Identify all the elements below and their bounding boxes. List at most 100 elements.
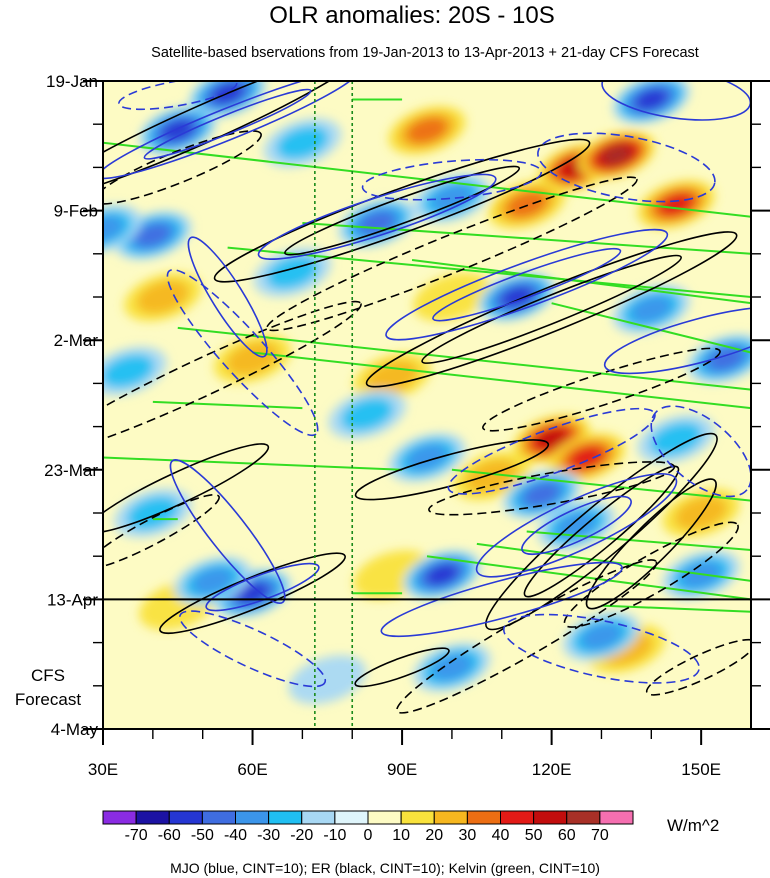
x-tick-label: 90E bbox=[387, 760, 417, 779]
contour-legend: MJO (blue, CINT=10); ER (black, CINT=10)… bbox=[170, 860, 600, 876]
anomaly-blob bbox=[630, 296, 672, 323]
mjo-contours bbox=[103, 81, 751, 688]
er-contour bbox=[585, 478, 717, 610]
er-contour bbox=[354, 439, 550, 501]
colorbar-swatch bbox=[533, 810, 568, 825]
y-tick-label: 13-Apr bbox=[47, 590, 98, 609]
mjo-contour bbox=[380, 561, 624, 638]
colorbar-swatch bbox=[400, 810, 435, 825]
colorbar-swatch bbox=[500, 810, 535, 825]
er-contour bbox=[103, 493, 220, 570]
er-contour bbox=[213, 138, 591, 283]
forecast-label-line-2: Forecast bbox=[15, 690, 81, 709]
anomaly-blob bbox=[524, 483, 559, 506]
y-tick-label: 19-Jan bbox=[46, 72, 98, 91]
colorbar-swatch bbox=[466, 810, 502, 825]
anomaly-blob bbox=[341, 397, 394, 431]
anomaly-blob bbox=[237, 583, 268, 604]
colorbar-label: -40 bbox=[224, 827, 247, 844]
anomaly-blob bbox=[506, 191, 548, 218]
kelvin-contour bbox=[252, 351, 751, 410]
kelvin-contour bbox=[551, 302, 751, 354]
er-contour bbox=[428, 461, 676, 516]
anomaly-blob bbox=[556, 512, 597, 539]
er-contour bbox=[523, 465, 680, 598]
colorbar-label: 60 bbox=[558, 827, 576, 844]
mjo-contour bbox=[502, 613, 700, 684]
forecast-label-line-1: CFS bbox=[31, 666, 65, 685]
anomaly-blob bbox=[536, 429, 567, 449]
colorbar-label: 70 bbox=[591, 827, 609, 844]
er-contour bbox=[421, 254, 682, 364]
mjo-contour bbox=[178, 610, 327, 688]
mjo-contour bbox=[361, 158, 543, 201]
colorbar-swatch bbox=[566, 810, 601, 825]
er-contour bbox=[482, 347, 721, 432]
mjo-contour bbox=[169, 459, 286, 604]
colorbar-label: -30 bbox=[257, 827, 280, 844]
y-tick-label: 9-Feb bbox=[54, 202, 98, 221]
er-contour bbox=[159, 552, 346, 635]
colorbar-label: 40 bbox=[492, 827, 510, 844]
anomaly-blob bbox=[276, 126, 329, 160]
anomaly-blob bbox=[501, 287, 532, 307]
colorbar-label: -60 bbox=[158, 827, 181, 844]
colorbar-label: -70 bbox=[125, 827, 148, 844]
colorbar-label: 50 bbox=[525, 827, 543, 844]
kelvin-contour bbox=[451, 468, 751, 502]
mjo-contour bbox=[166, 268, 319, 437]
er-contour bbox=[354, 647, 450, 688]
mjo-contour bbox=[257, 173, 497, 260]
colorbar-swatch bbox=[102, 810, 137, 825]
y-tick-label: 23-Mar bbox=[44, 461, 98, 480]
kelvin-contour bbox=[426, 555, 751, 601]
plot-frame bbox=[102, 80, 752, 730]
anomaly-blob bbox=[581, 623, 622, 650]
mjo-contour bbox=[143, 88, 312, 160]
mjo-contour bbox=[432, 247, 622, 322]
anomaly-blob bbox=[602, 145, 631, 165]
er-contour bbox=[563, 521, 739, 628]
kelvin-contour bbox=[177, 326, 751, 391]
mjo-contour bbox=[385, 228, 669, 341]
kelvin-contour bbox=[526, 530, 751, 552]
y-tick-label: 2-Mar bbox=[54, 331, 99, 350]
anomaly-blob bbox=[406, 117, 448, 144]
colorbar-swatch bbox=[599, 810, 634, 825]
er-contour bbox=[645, 638, 751, 696]
colorbar-label: -50 bbox=[191, 827, 214, 844]
colorbar-swatch bbox=[433, 810, 468, 825]
anomaly-blob bbox=[650, 422, 703, 456]
chart-subtitle: Satellite-based bservations from 19-Jan-… bbox=[151, 45, 699, 61]
anomaly-blob bbox=[569, 446, 604, 469]
mjo-contour bbox=[521, 495, 632, 556]
colorbar-unit: W/m^2 bbox=[667, 816, 719, 835]
y-tick-label: 4-May bbox=[51, 720, 99, 739]
chart-title: OLR anomalies: 20S - 10S bbox=[269, 2, 554, 29]
er-contour bbox=[365, 231, 738, 388]
kelvin-contour bbox=[302, 221, 751, 255]
colorbar-swatch bbox=[301, 810, 336, 825]
colorbar-swatch bbox=[201, 810, 237, 825]
mjo-contour bbox=[537, 132, 716, 203]
colorbar-label: 0 bbox=[364, 827, 373, 844]
kelvin-contour bbox=[411, 258, 751, 305]
er-contour bbox=[485, 432, 718, 631]
colorbar-label: 10 bbox=[392, 827, 410, 844]
x-tick-label: 150E bbox=[681, 760, 721, 779]
colorbar-swatch bbox=[135, 810, 170, 825]
anomaly-blob bbox=[136, 280, 189, 314]
colorbar-swatch bbox=[268, 810, 303, 825]
er-contour bbox=[284, 165, 521, 256]
colorbar-label: -10 bbox=[323, 827, 346, 844]
mjo-contour bbox=[475, 473, 678, 578]
anomaly-blob bbox=[426, 564, 458, 585]
er-contour bbox=[103, 300, 362, 454]
anomaly-blob bbox=[431, 654, 473, 681]
colorbar-label: -20 bbox=[290, 827, 313, 844]
colorbar-swatch bbox=[367, 810, 402, 825]
anomaly-blob bbox=[675, 496, 728, 530]
mjo-contour bbox=[103, 81, 358, 180]
anomaly-blob bbox=[413, 272, 491, 322]
